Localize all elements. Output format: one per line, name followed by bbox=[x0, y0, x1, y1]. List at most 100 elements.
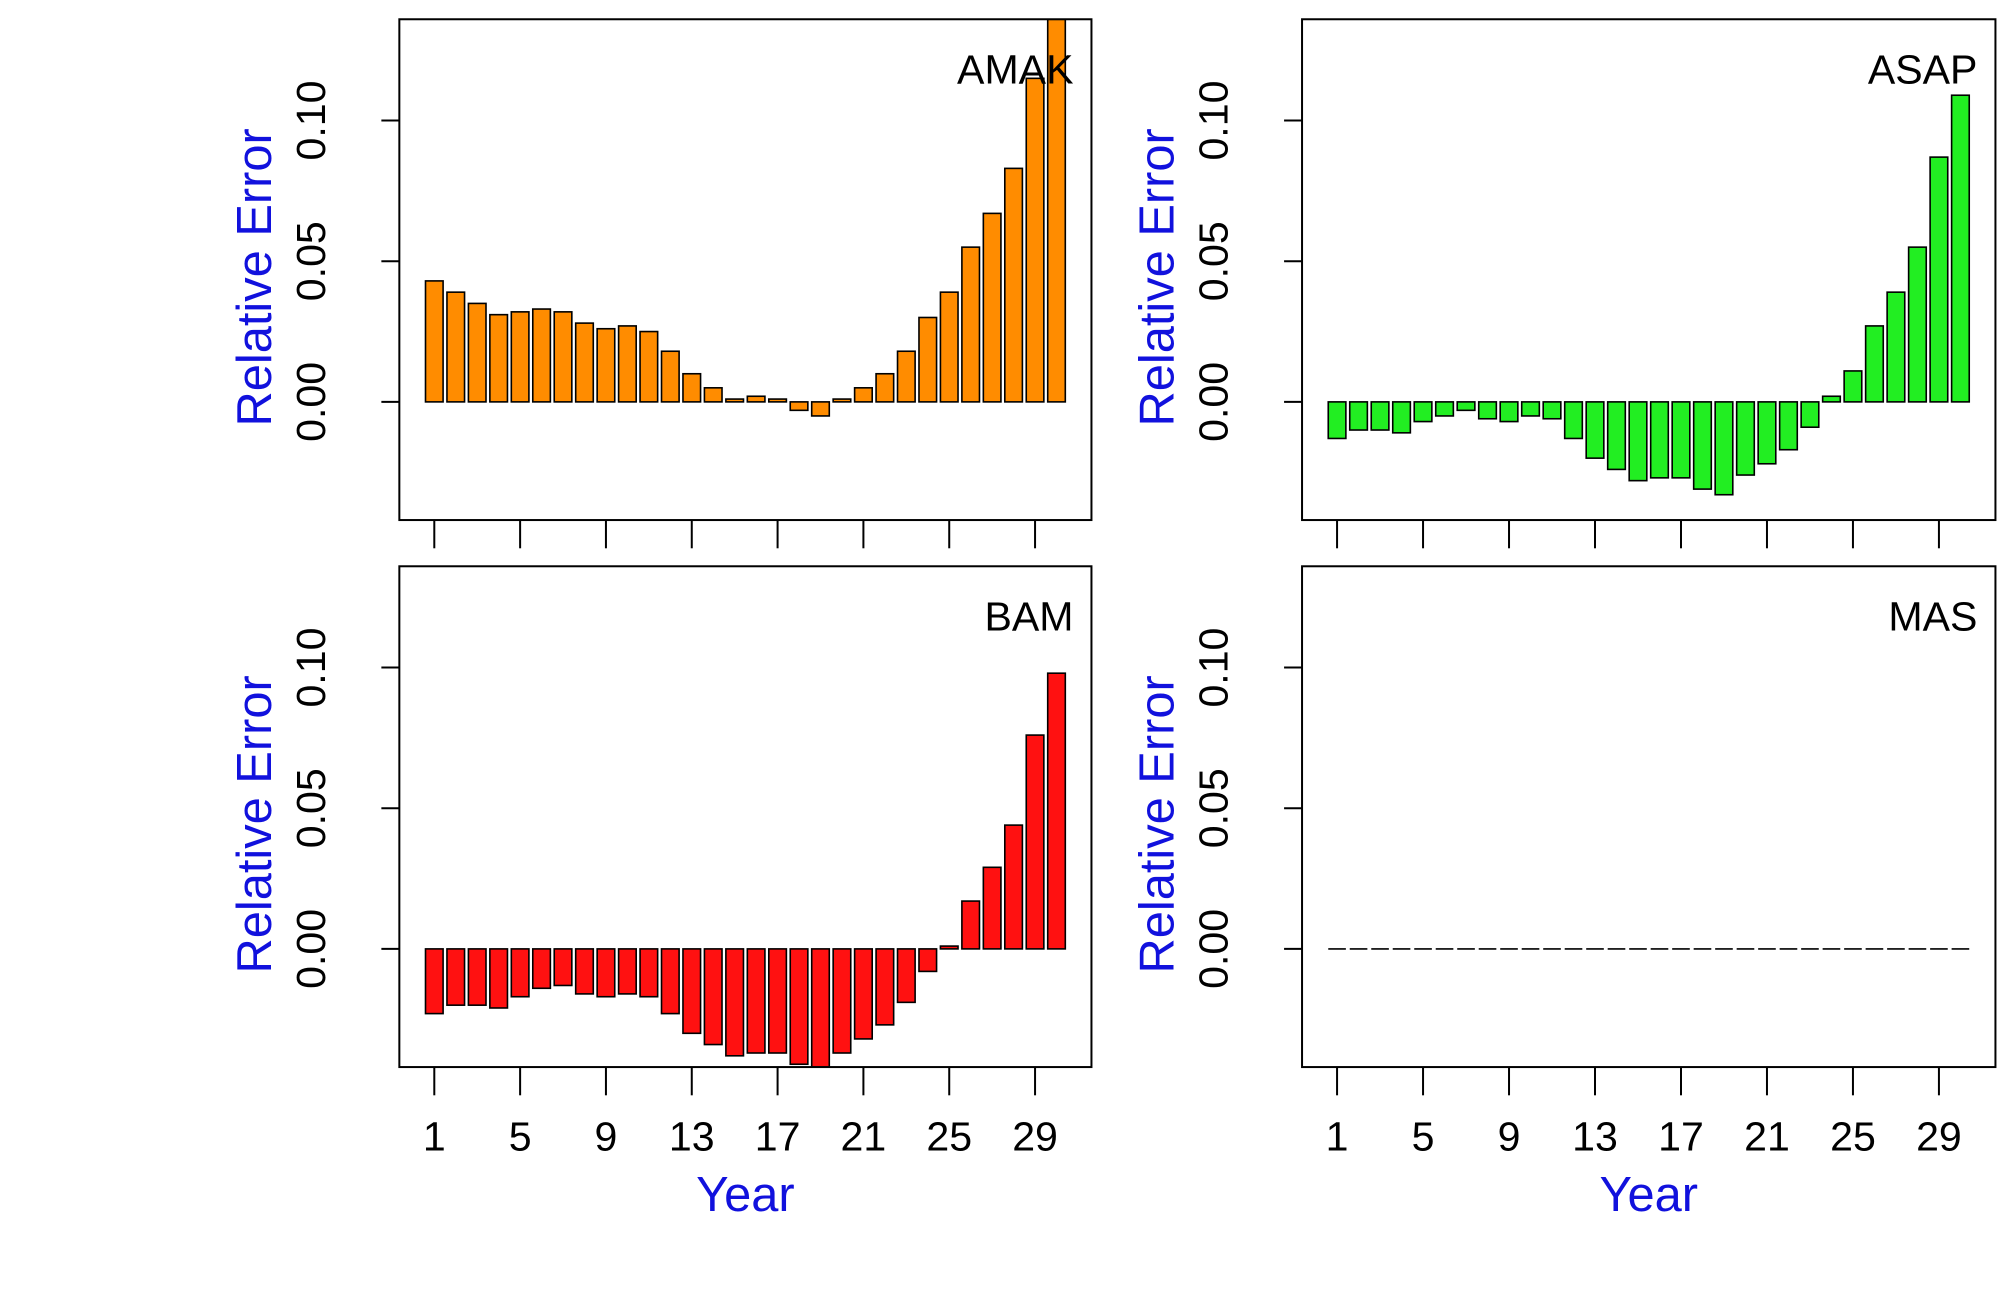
x-axis-label: Year bbox=[696, 1168, 795, 1222]
y-axis-label: Relative Error bbox=[228, 128, 282, 426]
plot-frame bbox=[398, 565, 1093, 1069]
bar bbox=[1391, 401, 1412, 434]
panel-title: ASAP bbox=[1868, 46, 1978, 92]
bar bbox=[553, 948, 573, 987]
bar bbox=[961, 246, 981, 403]
bar bbox=[875, 948, 895, 1026]
bar bbox=[489, 313, 509, 403]
x-tick-label: 5 bbox=[1412, 1114, 1435, 1160]
bar bbox=[853, 948, 874, 1040]
bar bbox=[1585, 401, 1605, 459]
bar bbox=[1434, 401, 1455, 417]
x-axis-label: Year bbox=[1599, 1168, 1698, 1222]
panel-title: BAM bbox=[984, 593, 1073, 639]
bar bbox=[1542, 401, 1562, 420]
bar bbox=[660, 948, 680, 1015]
bar bbox=[1800, 401, 1820, 429]
bar bbox=[918, 316, 938, 403]
bar bbox=[982, 866, 1002, 950]
bar bbox=[725, 398, 745, 403]
panel-title: MAS bbox=[1888, 593, 1977, 639]
y-tick-label: 0.05 bbox=[288, 768, 334, 848]
x-tick-label: 21 bbox=[1744, 1114, 1790, 1160]
bar bbox=[531, 308, 552, 403]
bar bbox=[467, 302, 487, 403]
y-tick-label: 0.00 bbox=[1191, 909, 1237, 989]
bar bbox=[789, 948, 809, 1066]
bar bbox=[746, 395, 766, 403]
bar bbox=[1778, 401, 1799, 451]
bar bbox=[767, 948, 788, 1054]
bar bbox=[574, 948, 595, 995]
bars bbox=[424, 19, 1067, 417]
bar bbox=[896, 948, 916, 1004]
bar bbox=[1714, 401, 1734, 496]
bar bbox=[574, 322, 595, 403]
x-tick-label: 9 bbox=[1498, 1114, 1521, 1160]
bar bbox=[682, 948, 702, 1035]
bar bbox=[617, 325, 637, 403]
bar bbox=[1950, 94, 1971, 403]
bar bbox=[1370, 401, 1390, 431]
x-tick-label: 5 bbox=[509, 1114, 532, 1160]
bar bbox=[1046, 672, 1067, 950]
bar bbox=[1628, 401, 1648, 482]
y-tick-label: 0.10 bbox=[1191, 628, 1237, 708]
bar bbox=[553, 311, 573, 403]
bar bbox=[832, 398, 852, 403]
plot-frame bbox=[398, 18, 1093, 522]
bar bbox=[1671, 401, 1691, 479]
x-tick-label: 25 bbox=[1830, 1114, 1876, 1160]
x-tick-label: 17 bbox=[1658, 1114, 1704, 1160]
x-tick-label: 17 bbox=[755, 1114, 801, 1160]
plot-frame bbox=[1301, 565, 1997, 1069]
bar bbox=[1499, 401, 1519, 423]
y-tick-label: 0.10 bbox=[288, 81, 334, 161]
x-tick-label: 1 bbox=[1326, 1114, 1349, 1160]
x-tick-label: 21 bbox=[841, 1114, 887, 1160]
bar bbox=[1929, 156, 1949, 403]
bar bbox=[1606, 401, 1627, 471]
bar bbox=[939, 291, 959, 403]
y-tick-label: 0.10 bbox=[1191, 81, 1237, 161]
bar bbox=[596, 327, 616, 403]
bar bbox=[1477, 401, 1498, 420]
bar bbox=[446, 948, 466, 1006]
x-tick-label: 13 bbox=[669, 1114, 715, 1160]
bar bbox=[1692, 401, 1713, 490]
bar bbox=[1735, 401, 1756, 476]
bar bbox=[1886, 291, 1906, 403]
bar bbox=[682, 372, 702, 403]
bar bbox=[810, 401, 831, 417]
y-axis-label: Relative Error bbox=[228, 675, 282, 973]
x-tick-label: 29 bbox=[1916, 1114, 1962, 1160]
bar bbox=[832, 948, 852, 1054]
bar bbox=[918, 948, 938, 973]
bar bbox=[639, 330, 659, 403]
bar bbox=[896, 350, 916, 403]
bar bbox=[746, 948, 766, 1054]
bar bbox=[467, 948, 487, 1006]
bar bbox=[1821, 395, 1842, 403]
bar bbox=[1456, 401, 1476, 412]
bar bbox=[1327, 401, 1347, 440]
y-tick-label: 0.00 bbox=[288, 909, 334, 989]
x-tick-label: 9 bbox=[595, 1114, 618, 1160]
bar bbox=[1864, 325, 1885, 403]
bar bbox=[596, 948, 616, 998]
bar bbox=[1520, 401, 1541, 417]
x-tick-label: 29 bbox=[1012, 1114, 1058, 1160]
bars bbox=[1327, 94, 1971, 496]
bar bbox=[510, 311, 530, 403]
bar bbox=[703, 387, 723, 403]
bar bbox=[853, 387, 874, 403]
bar bbox=[810, 948, 831, 1068]
plot-frame bbox=[1301, 18, 1997, 522]
y-tick-label: 0.00 bbox=[288, 362, 334, 442]
bar bbox=[1046, 19, 1067, 403]
bar bbox=[1843, 370, 1863, 403]
bar bbox=[703, 948, 723, 1046]
